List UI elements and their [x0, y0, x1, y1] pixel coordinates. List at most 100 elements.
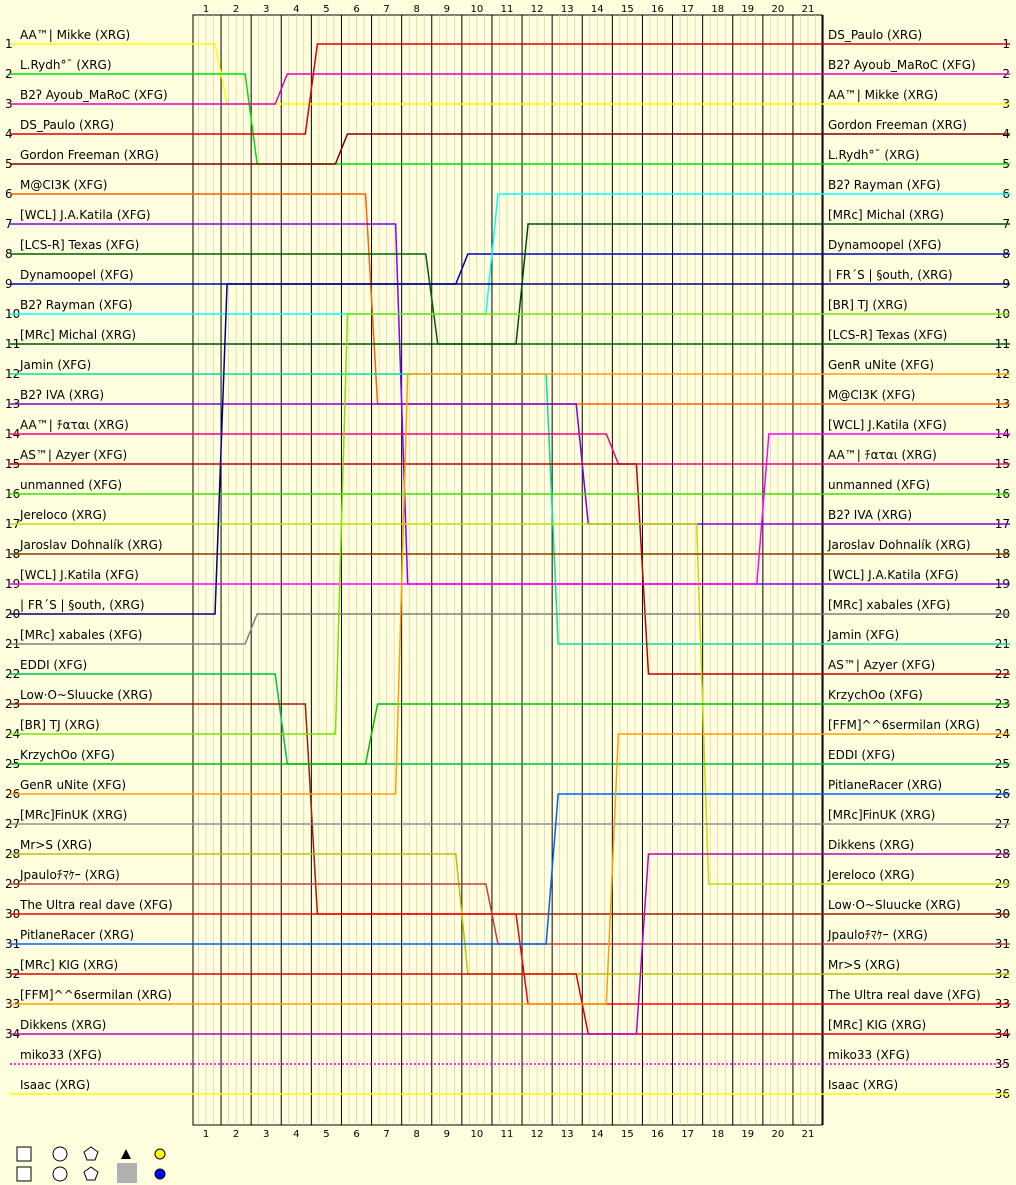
lap-label-top: 11 [501, 4, 514, 15]
driver-line [10, 73, 1010, 165]
driver-line [10, 613, 1010, 645]
lap-label-top: 8 [414, 4, 420, 15]
position-left: 1 [5, 37, 13, 51]
driver-line [10, 373, 1010, 795]
finish-name: B2ʔ IVA (XRG) [828, 508, 912, 522]
position-left: 8 [5, 247, 13, 261]
driver-line [10, 733, 1010, 1005]
finish-name: Jpauloﾁﾏｹｰ (XRG) [827, 928, 928, 942]
driver-line [10, 433, 1010, 585]
position-left: 7 [5, 217, 13, 231]
driver-line [10, 253, 1010, 345]
legend-square [16, 1166, 32, 1182]
legend-pentagon [83, 1146, 99, 1161]
driver-line [10, 853, 1010, 1035]
finish-name: AA™| Mikke (XRG) [828, 88, 938, 102]
finish-name: | FR´S | §outh, (XRG) [828, 268, 953, 282]
driver-lines [10, 43, 1010, 1095]
start-name: AA™| ﾁαται (XRG) [20, 418, 129, 432]
driver-line [10, 703, 1010, 765]
finish-name: [BR] TJ (XRG) [828, 298, 908, 312]
start-name: Jaroslav Dohnalík (XRG) [19, 538, 163, 552]
driver-line [10, 703, 1010, 915]
lap-label-top: 20 [772, 4, 785, 15]
legend-gray [117, 1163, 137, 1183]
start-name: AA™| Mikke (XRG) [20, 28, 130, 42]
legend-circle [52, 1166, 68, 1182]
legend-circle [52, 1146, 68, 1162]
lap-label-top: 1 [203, 4, 209, 15]
lap-label-top: 19 [741, 4, 754, 15]
start-name: [MRc] KIG (XRG) [20, 958, 118, 972]
start-name: L.Rydh°¯ (XRG) [20, 58, 112, 72]
start-name: DS_Paulo (XRG) [20, 118, 114, 132]
start-name: B2ʔ IVA (XRG) [20, 388, 104, 402]
start-name: [FFM]^^6sermilan (XRG) [20, 988, 172, 1002]
lap-label-bottom: 17 [681, 1129, 694, 1140]
lap-label-bottom: 9 [444, 1129, 450, 1140]
start-name: Dynamoopel (XFG) [20, 268, 134, 282]
finish-name: [FFM]^^6sermilan (XRG) [828, 718, 980, 732]
start-name: GenR uNite (XFG) [20, 778, 126, 792]
finish-name: EDDI (XFG) [828, 748, 895, 762]
start-name: | FR´S | §outh, (XRG) [20, 598, 145, 612]
lap-label-bottom: 5 [323, 1129, 329, 1140]
driver-line [10, 793, 1010, 945]
lap-label-bottom: 15 [621, 1129, 634, 1140]
start-name: [LCS-R] Texas (XFG) [20, 238, 139, 252]
start-name: [BR] TJ (XRG) [20, 718, 100, 732]
lap-label-top: 2 [233, 4, 239, 15]
lap-label-bottom: 18 [711, 1129, 724, 1140]
finish-name: Low·O~Sluucke (XRG) [828, 898, 961, 912]
lap-label-top: 16 [651, 4, 664, 15]
lap-label-top: 4 [293, 4, 299, 15]
start-name: Jamin (XFG) [19, 358, 91, 372]
lap-label-bottom: 3 [263, 1129, 269, 1140]
grid [198, 15, 824, 1125]
lap-label-top: 14 [591, 4, 604, 15]
lap-label-top: 5 [323, 4, 329, 15]
lap-label-bottom: 4 [293, 1129, 299, 1140]
finish-name: unmanned (XFG) [828, 478, 930, 492]
finish-name: miko33 (XFG) [828, 1048, 910, 1062]
finish-name: Isaac (XRG) [828, 1078, 898, 1092]
lap-label-bottom: 2 [233, 1129, 239, 1140]
lap-label-top: 9 [444, 4, 450, 15]
lap-label-top: 18 [711, 4, 724, 15]
position-left: 2 [5, 67, 13, 81]
finish-name: M@CI3K (XFG) [828, 388, 915, 402]
finish-name: [WCL] J.Katila (XFG) [828, 418, 947, 432]
finish-name: GenR uNite (XFG) [828, 358, 934, 372]
start-name: B2ʔ Rayman (XFG) [20, 298, 133, 312]
finish-name: B2ʔ Ayoub_MaRoC (XFG) [828, 58, 976, 72]
legend [16, 1146, 166, 1183]
lap-label-bottom: 13 [561, 1129, 574, 1140]
driver-line [10, 133, 1010, 165]
lap-label-top: 6 [353, 4, 359, 15]
lap-label-bottom: 1 [203, 1129, 209, 1140]
finish-name: [WCL] J.A.Katila (XFG) [828, 568, 959, 582]
lap-label-bottom: 14 [591, 1129, 604, 1140]
legend-dot [154, 1168, 166, 1180]
start-name: Isaac (XRG) [20, 1078, 90, 1092]
finish-name: Dynamoopel (XFG) [828, 238, 942, 252]
lap-label-top: 13 [561, 4, 574, 15]
driver-line [10, 73, 1010, 105]
finish-name: [MRc] xabales (XFG) [828, 598, 950, 612]
start-name: Mr>S (XRG) [20, 838, 92, 852]
plot-frame [192, 14, 823, 1126]
lap-label-bottom: 21 [802, 1129, 815, 1140]
lap-label-top: 3 [263, 4, 269, 15]
finish-name: [LCS-R] Texas (XFG) [828, 328, 947, 342]
lap-label-top: 12 [531, 4, 544, 15]
start-name: [WCL] J.A.Katila (XFG) [20, 208, 151, 222]
lap-label-bottom: 10 [471, 1129, 484, 1140]
start-name: [WCL] J.Katila (XFG) [20, 568, 139, 582]
driver-line [10, 463, 1010, 675]
finish-name: DS_Paulo (XRG) [828, 28, 922, 42]
lap-label-bottom: 11 [501, 1129, 514, 1140]
start-name: Low·O~Sluucke (XRG) [20, 688, 153, 702]
driver-line [10, 433, 1010, 465]
driver-line [10, 373, 1010, 645]
